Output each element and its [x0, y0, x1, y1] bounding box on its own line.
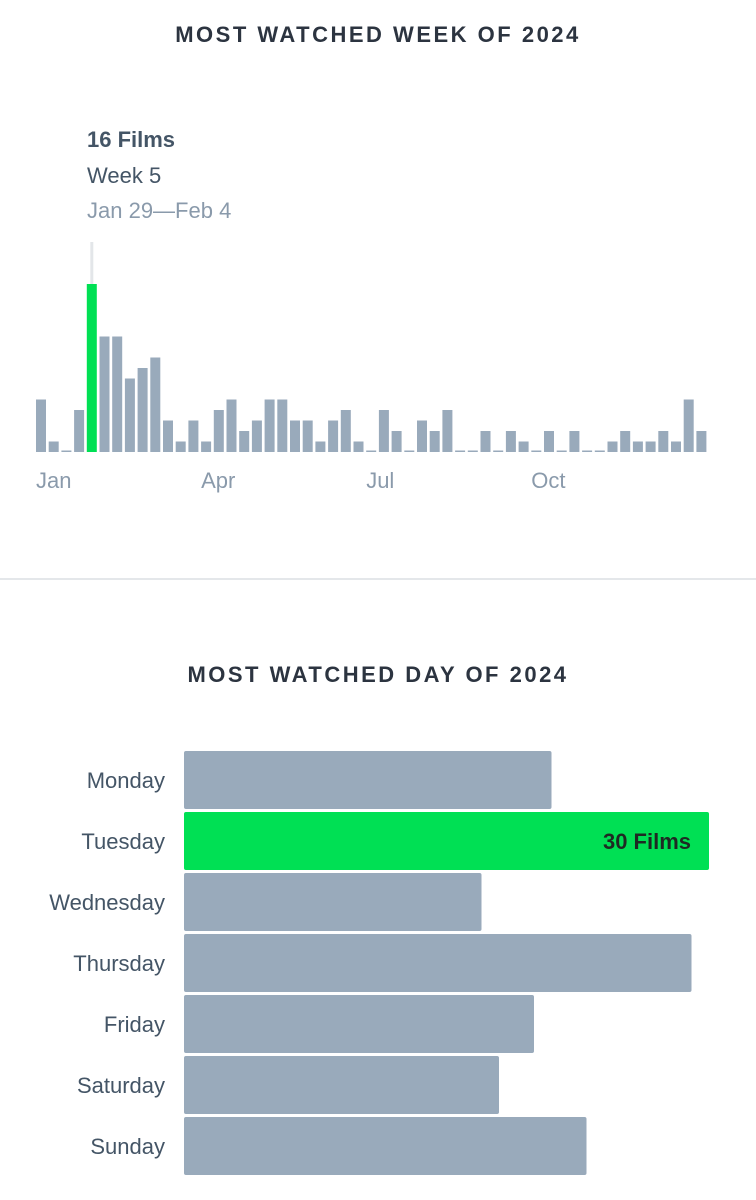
- day-label: Wednesday: [49, 890, 165, 915]
- week-bar[interactable]: [213, 410, 224, 452]
- weekly-bar-chart: Jan Apr Jul Oct: [36, 242, 707, 493]
- x-tick-label: Oct: [531, 468, 565, 493]
- week-bar[interactable]: [645, 441, 656, 453]
- week-bar[interactable]: [239, 431, 250, 452]
- week-bar[interactable]: [467, 450, 478, 453]
- week-bar[interactable]: [442, 410, 453, 452]
- week-bar[interactable]: [417, 420, 427, 453]
- week-bar[interactable]: [531, 450, 542, 453]
- day-label: Sunday: [90, 1134, 165, 1159]
- tooltip-date-range: Jan 29—Feb 4: [87, 198, 232, 223]
- week-bar[interactable]: [480, 431, 491, 452]
- week-bar[interactable]: [671, 441, 681, 453]
- week-bar[interactable]: [201, 441, 212, 453]
- day-label: Saturday: [77, 1073, 165, 1098]
- week-bar[interactable]: [620, 431, 631, 452]
- week-bar[interactable]: [340, 410, 351, 452]
- week-bar[interactable]: [353, 441, 364, 453]
- week-bar[interactable]: [404, 450, 415, 453]
- week-bar[interactable]: [302, 420, 313, 453]
- section-divider: [0, 578, 756, 580]
- week-bar[interactable]: [594, 450, 605, 453]
- day-bar[interactable]: [184, 934, 692, 992]
- week-bar[interactable]: [163, 420, 173, 453]
- week-bar[interactable]: [99, 336, 110, 453]
- week-bar[interactable]: [556, 450, 567, 453]
- day-bar[interactable]: [184, 995, 534, 1053]
- week-bar[interactable]: [226, 399, 237, 453]
- week-bar[interactable]: [455, 450, 466, 453]
- week-bar[interactable]: [137, 368, 148, 452]
- week-bar[interactable]: [696, 431, 707, 452]
- week-bar[interactable]: [366, 450, 377, 453]
- week-bar[interactable]: [48, 441, 59, 453]
- week-bar[interactable]: [175, 441, 186, 453]
- day-bar[interactable]: [184, 873, 482, 931]
- week-bar[interactable]: [544, 431, 554, 452]
- week-bar[interactable]: [607, 441, 618, 453]
- week-bar[interactable]: [569, 431, 580, 452]
- week-bar[interactable]: [683, 399, 694, 453]
- week-bar[interactable]: [188, 420, 199, 453]
- week-bar[interactable]: [378, 410, 389, 452]
- week-bar[interactable]: [251, 420, 262, 453]
- week-chart-title: MOST WATCHED WEEK OF 2024: [175, 22, 581, 47]
- week-bar[interactable]: [391, 431, 402, 452]
- week-bar[interactable]: [277, 399, 288, 453]
- week-bar[interactable]: [74, 410, 85, 452]
- week-bar[interactable]: [658, 431, 669, 452]
- week-bar[interactable]: [36, 399, 46, 453]
- week-bar[interactable]: [493, 450, 504, 453]
- day-label: Monday: [87, 768, 165, 793]
- x-tick-label: Apr: [201, 468, 235, 493]
- week-bar[interactable]: [264, 399, 275, 453]
- week-bar-highlighted[interactable]: [86, 284, 97, 452]
- week-bar[interactable]: [328, 420, 339, 453]
- day-bar-highlighted[interactable]: [184, 812, 709, 870]
- week-bar[interactable]: [124, 378, 135, 453]
- week-bar[interactable]: [518, 441, 529, 453]
- tooltip-film-count: 16 Films: [87, 127, 176, 152]
- day-label: Thursday: [73, 951, 165, 976]
- week-bar[interactable]: [150, 357, 161, 453]
- week-bar[interactable]: [61, 450, 72, 453]
- tooltip-week-number: Week 5: [87, 163, 162, 188]
- day-label: Friday: [104, 1012, 165, 1037]
- day-chart-title: MOST WATCHED DAY OF 2024: [187, 662, 569, 687]
- daily-bar-chart: Monday Tuesday 30 Films Wednesday Thursday Fr…: [49, 751, 709, 1175]
- week-bar[interactable]: [315, 441, 326, 453]
- week-bar[interactable]: [112, 336, 123, 453]
- week-bar[interactable]: [290, 420, 300, 453]
- day-label: Tuesday: [81, 829, 165, 854]
- day-bar-value-label: 30 Films: [603, 829, 691, 854]
- week-bar[interactable]: [429, 431, 440, 452]
- day-bar[interactable]: [184, 1056, 499, 1114]
- day-bar[interactable]: [184, 1117, 587, 1175]
- week-bar[interactable]: [582, 450, 593, 453]
- x-tick-label: Jul: [366, 468, 394, 493]
- week-bar[interactable]: [505, 431, 516, 452]
- day-bar[interactable]: [184, 751, 552, 809]
- week-bar[interactable]: [632, 441, 643, 453]
- x-tick-label: Jan: [36, 468, 71, 493]
